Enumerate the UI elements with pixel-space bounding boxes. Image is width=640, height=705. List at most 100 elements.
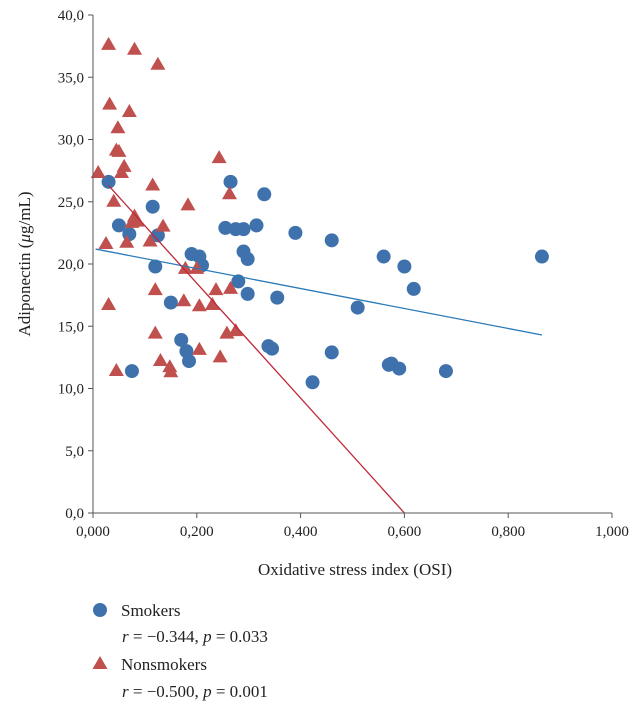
nonsmokers-point [204, 297, 220, 311]
smokers-point [145, 199, 160, 214]
y-axis-title-post: g/mL) [15, 192, 34, 235]
nonsmokers-point [191, 298, 207, 312]
nonsmokers-point [119, 234, 135, 248]
x-tick-label: 1,000 [595, 524, 629, 540]
nonsmokers-point [142, 233, 158, 247]
nonsmokers-point [163, 364, 179, 378]
nonsmokers-point [211, 150, 227, 164]
nonsmokers-point [102, 96, 118, 110]
smokers-point [265, 341, 280, 356]
smokers-point [324, 345, 339, 360]
nonsmokers-point [228, 323, 244, 337]
y-axis-title: Adiponectin (μg/mL) [15, 192, 34, 337]
y-axis-title-mu: μ [15, 234, 34, 244]
x-axis-title: Oxidative stress index (OSI) [258, 560, 452, 579]
nonsmokers-point [106, 193, 122, 207]
smokers-point [240, 252, 255, 267]
smokers-point [148, 259, 163, 274]
nonsmokers-point [121, 104, 137, 118]
nonsmokers-point [98, 236, 114, 250]
nonsmokers-point [110, 120, 126, 134]
legend-smokers-stat: r = −0.344, p = 0.033 [122, 627, 268, 646]
smokers-point [150, 228, 165, 243]
y-tick-label: 40,0 [58, 8, 84, 24]
legend-nonsmokers-r-value: = −0.500, [129, 682, 203, 701]
y-tick-label: 15,0 [58, 319, 84, 335]
smokers-point [223, 174, 238, 189]
nonsmokers-point [189, 260, 205, 274]
nonsmokers-point [101, 297, 117, 311]
legend-smokers-p-symbol: p [202, 627, 212, 646]
nonsmokers-point [176, 293, 192, 307]
legend-nonsmokers-marker [92, 656, 108, 669]
x-tick-label: 0,400 [284, 524, 318, 540]
nonsmokers-point [150, 56, 166, 70]
nonsmokers-point [152, 353, 168, 367]
nonsmokers-point [111, 143, 127, 157]
smokers-trendline [95, 248, 543, 336]
smokers-point [174, 332, 189, 347]
smokers-point [376, 249, 391, 264]
y-tick-label: 10,0 [58, 382, 84, 398]
tick-labels: 0,0 5,0 10,0 15,0 20,0 25,0 30,0 35,0 40,0 0,000 0… [58, 8, 629, 540]
smokers-point [350, 300, 365, 315]
x-tick-label: 0,200 [180, 524, 214, 540]
smokers-point [270, 290, 285, 305]
y-tick-label: 35,0 [58, 70, 84, 86]
nonsmokers-point [116, 158, 132, 172]
nonsmokers-point [129, 213, 145, 227]
smokers-point [438, 364, 453, 379]
legend-smokers-r-value: = −0.344, [129, 627, 203, 646]
smokers-point [240, 286, 255, 301]
nonsmokers-point [145, 177, 161, 191]
smokers-point [406, 281, 421, 296]
smokers-point [236, 222, 251, 237]
legend-smokers-p-value: = 0.033 [212, 627, 268, 646]
nonsmokers-trendline [108, 185, 405, 514]
smokers-point [124, 364, 139, 379]
smokers-point [249, 218, 264, 233]
nonsmokers-point [208, 282, 224, 296]
smokers-point [392, 361, 407, 376]
legend-nonsmokers-r-symbol: r [122, 682, 129, 701]
y-axis-title-pre: Adiponectin ( [15, 242, 34, 336]
nonsmokers-point [223, 280, 239, 294]
legend-nonsmokers-label: Nonsmokers [121, 655, 207, 674]
legend-smokers-r-symbol: r [122, 627, 129, 646]
nonsmokers-point [221, 186, 237, 200]
y-tick-label: 0,0 [65, 506, 84, 522]
plot-area [90, 36, 549, 514]
nonsmokers-point [191, 341, 207, 355]
smokers-point [218, 220, 233, 235]
nonsmokers-point [177, 260, 193, 274]
smokers-point [305, 375, 320, 390]
smokers-point [231, 274, 246, 289]
x-tick-label: 0,600 [388, 524, 422, 540]
axes [88, 14, 613, 518]
nonsmokers-point [147, 325, 163, 339]
smokers-point [397, 259, 412, 274]
y-tick-label: 20,0 [58, 257, 84, 273]
nonsmokers-point [147, 282, 163, 296]
smokers-point [324, 233, 339, 248]
nonsmokers-point [155, 218, 171, 232]
nonsmokers-point [108, 363, 124, 377]
legend-nonsmokers-p-symbol: p [202, 682, 212, 701]
legend-nonsmokers-stat: r = −0.500, p = 0.001 [122, 682, 268, 701]
smokers-point [534, 249, 549, 264]
legend-smokers-label: Smokers [121, 601, 181, 620]
y-tick-label: 5,0 [65, 444, 84, 460]
y-tick-label: 30,0 [58, 133, 84, 149]
smokers-point [257, 187, 272, 202]
smokers-point [163, 295, 178, 310]
x-tick-label: 0,000 [76, 524, 110, 540]
nonsmokers-point [90, 165, 106, 179]
smokers-point [101, 174, 116, 189]
smokers-point [182, 354, 197, 369]
x-tick-label: 0,800 [491, 524, 525, 540]
nonsmokers-point [127, 41, 143, 55]
y-tick-label: 25,0 [58, 195, 84, 211]
smokers-point [288, 225, 303, 240]
nonsmokers-point [180, 197, 196, 211]
